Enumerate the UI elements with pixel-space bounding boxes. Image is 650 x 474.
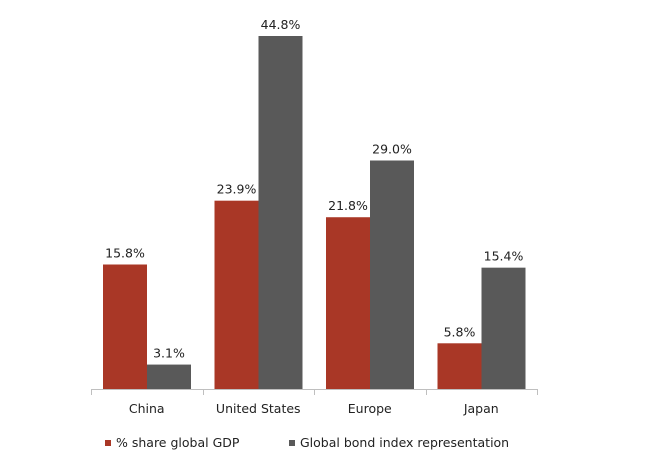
bar-united-states-share-global-gdp [214,200,259,389]
bar-europe-global-bond-index-representation [370,160,414,389]
legend-swatch-global-bond-index-representation [289,440,295,446]
x-axis: China United States Europe Japan [91,389,538,416]
legend-label-share-global-gdp: % share global GDP [116,435,240,450]
bars-layer: 15.8% 3.1% 23.9% 44.8% 21.8% 29.0% 5.8% 15.4% [103,17,526,389]
bar-united-states-global-bond-index-representation [258,36,303,389]
legend-swatch-share-global-gdp [105,440,111,446]
bar-china-global-bond-index-representation [147,364,191,389]
legend: % share global GDP Global bond index repr… [105,435,509,450]
category-label-japan: Japan [463,401,499,416]
bar-europe-share-global-gdp [326,217,370,389]
data-label-japan-global-bond-index-representation: 15.4% [484,249,524,264]
data-label-europe-share-global-gdp: 21.8% [328,198,368,213]
bar-japan-global-bond-index-representation [481,267,526,389]
legend-label-global-bond-index-representation: Global bond index representation [300,435,509,450]
data-label-united-states-global-bond-index-representation: 44.8% [261,17,301,32]
category-label-europe: Europe [348,401,392,416]
category-label-china: China [129,401,165,416]
data-label-china-global-bond-index-representation: 3.1% [153,346,185,361]
data-label-china-share-global-gdp: 15.8% [105,246,145,261]
bar-japan-share-global-gdp [437,343,482,389]
data-label-united-states-share-global-gdp: 23.9% [217,182,257,197]
data-label-japan-share-global-gdp: 5.8% [444,324,476,339]
bar-china-share-global-gdp [103,264,147,389]
data-label-europe-global-bond-index-representation: 29.0% [372,141,412,156]
category-label-united-states: United States [216,401,301,416]
